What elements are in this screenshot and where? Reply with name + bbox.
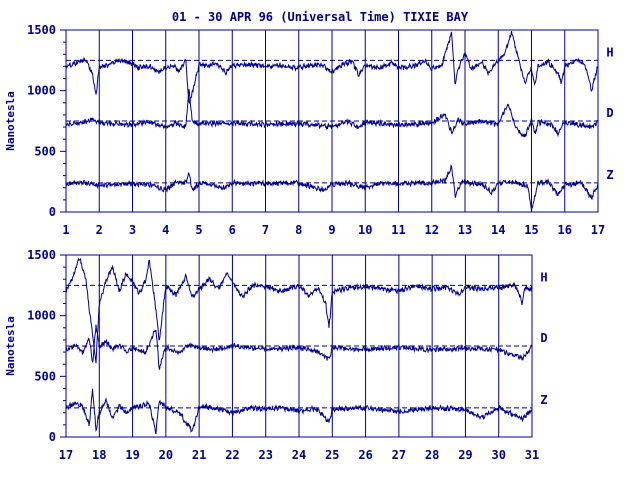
x-tick-label: 15 <box>524 223 538 237</box>
panel-top: 1 2 3 4 5 6 7 8 9 10 11 12 13 14 15 16 17050010001500Nan… <box>4 23 614 237</box>
series-label-z: Z <box>540 393 547 407</box>
x-tick-label: 14 <box>491 223 505 237</box>
x-tick-label: 23 <box>258 448 272 462</box>
x-tick-label: 29 <box>458 448 472 462</box>
series-h-line <box>65 31 599 105</box>
x-tick-label: 30 <box>491 448 505 462</box>
y-tick-label: 1500 <box>27 23 56 37</box>
series-label-h: H <box>606 45 613 59</box>
series-label-z: Z <box>606 168 613 182</box>
series-d-line <box>65 89 599 139</box>
x-tick-label: 18 <box>92 448 106 462</box>
x-tick-label: 5 <box>195 223 202 237</box>
x-tick-label: 10 <box>358 223 372 237</box>
y-tick-label: 1000 <box>27 309 56 323</box>
series-z-line <box>65 388 533 435</box>
x-tick-label: 16 <box>558 223 572 237</box>
chart-title: 01 - 30 APR 96 (Universal Time) TIXIE BA… <box>172 10 469 24</box>
series-label-d: D <box>606 106 613 120</box>
y-axis-label: Nanotesla <box>4 316 17 376</box>
x-tick-label: 6 <box>229 223 236 237</box>
x-tick-label: 27 <box>392 448 406 462</box>
x-tick-label: 11 <box>391 223 405 237</box>
x-tick-label: 4 <box>162 223 169 237</box>
y-tick-label: 1500 <box>27 248 56 262</box>
x-tick-label: 17 <box>59 448 73 462</box>
y-tick-label: 500 <box>34 144 56 158</box>
y-tick-label: 0 <box>49 205 56 219</box>
y-tick-label: 500 <box>34 369 56 383</box>
x-tick-label: 13 <box>458 223 472 237</box>
series-label-h: H <box>540 270 547 284</box>
series-z-line <box>65 164 599 212</box>
x-tick-label: 8 <box>295 223 302 237</box>
y-tick-label: 0 <box>49 430 56 444</box>
x-tick-label: 25 <box>325 448 339 462</box>
x-tick-label: 24 <box>292 448 306 462</box>
x-tick-label: 1 <box>62 223 69 237</box>
series-label-d: D <box>540 331 547 345</box>
x-tick-label: 2 <box>96 223 103 237</box>
x-tick-label: 19 <box>125 448 139 462</box>
x-tick-label: 22 <box>225 448 239 462</box>
x-tick-label: 28 <box>425 448 439 462</box>
x-tick-label: 3 <box>129 223 136 237</box>
series-d-line <box>65 324 533 370</box>
x-tick-label: 31 <box>525 448 539 462</box>
x-tick-label: 20 <box>159 448 173 462</box>
x-tick-label: 7 <box>262 223 269 237</box>
x-tick-label: 21 <box>192 448 206 462</box>
y-axis-label: Nanotesla <box>4 91 17 151</box>
x-tick-label: 9 <box>328 223 335 237</box>
x-tick-label: 12 <box>425 223 439 237</box>
panel-bottom: 17 18 19 20 21 22 23 24 25 26 27 28 29 30 31 0 500 1000 15… <box>4 248 548 462</box>
x-tick-label: 26 <box>358 448 372 462</box>
y-tick-label: 1000 <box>27 84 56 98</box>
series-h-line <box>65 257 533 364</box>
x-tick-label: 17 <box>591 223 605 237</box>
